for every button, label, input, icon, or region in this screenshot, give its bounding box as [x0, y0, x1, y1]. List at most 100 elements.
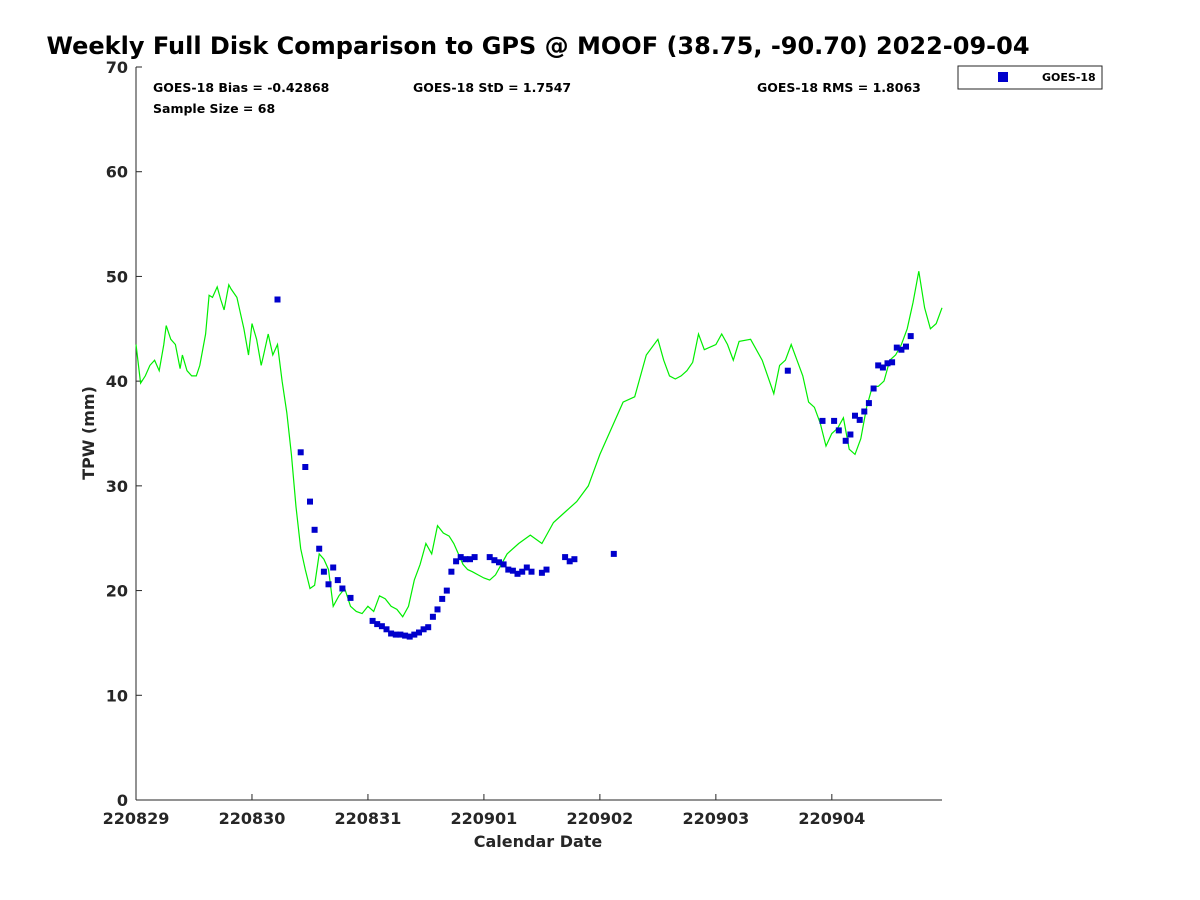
legend-marker-goes18 — [998, 72, 1008, 82]
goes18-data-point — [339, 585, 346, 592]
goes18-data-point — [311, 526, 318, 533]
goes18-data-point — [500, 561, 507, 568]
goes18-data-point — [610, 550, 617, 557]
y-tick-label: 20 — [106, 582, 128, 601]
goes18-data-point — [374, 621, 381, 628]
goes18-data-point — [388, 630, 395, 637]
goes18-data-point — [519, 568, 526, 575]
x-tick-label: 220831 — [335, 809, 402, 828]
goes18-data-point — [434, 606, 441, 613]
y-tick-label: 10 — [106, 686, 128, 705]
x-tick-label: 220903 — [682, 809, 749, 828]
goes18-data-point — [302, 464, 309, 470]
goes18-data-point — [514, 570, 521, 577]
goes18-data-point — [889, 359, 896, 366]
goes18-data-point — [467, 556, 473, 563]
goes18-data-point — [571, 556, 578, 563]
goes18-data-point — [870, 385, 877, 392]
rms-stat: GOES-18 RMS = 1.8063 — [757, 80, 921, 95]
goes18-data-point — [448, 568, 455, 575]
y-tick-label: 50 — [106, 267, 128, 286]
goes18-data-point — [369, 617, 376, 624]
goes18-data-point — [831, 417, 838, 424]
goes18-data-point — [893, 344, 900, 351]
x-tick-label: 220902 — [566, 809, 633, 828]
goes18-data-point — [847, 431, 854, 438]
goes18-data-point — [429, 613, 436, 620]
y-tick-label: 30 — [106, 477, 128, 496]
goes18-data-point — [443, 587, 450, 594]
goes18-data-point — [297, 449, 304, 456]
y-tick-label: 70 — [106, 58, 128, 77]
goes18-data-point — [491, 557, 498, 564]
goes18-data-point — [819, 417, 826, 424]
y-axis-label: TPW (mm) — [79, 386, 98, 480]
goes18-data-point — [462, 556, 469, 563]
goes18-data-point — [505, 566, 512, 573]
goes18-data-point — [383, 626, 390, 633]
goes18-data-point — [562, 554, 569, 561]
goes18-data-point — [523, 564, 530, 571]
goes18-data-point — [879, 364, 886, 371]
chart-title: Weekly Full Disk Comparison to GPS @ MOO… — [46, 32, 1029, 60]
goes18-data-point — [378, 623, 385, 630]
goes18-data-point — [898, 346, 905, 353]
goes18-data-point — [861, 408, 868, 415]
goes18-data-point — [471, 554, 478, 561]
goes18-data-point — [334, 577, 341, 584]
y-tick-label: 60 — [106, 163, 128, 182]
goes18-data-point — [402, 632, 409, 639]
goes18-data-point — [411, 631, 418, 638]
goes18-data-point — [852, 412, 858, 419]
x-tick-label: 220904 — [798, 809, 865, 828]
x-axis-label: Calendar Date — [474, 832, 603, 851]
x-tick-label: 220829 — [103, 809, 170, 828]
goes18-data-point — [538, 569, 545, 576]
goes18-data-point — [566, 558, 573, 565]
goes18-data-point — [543, 566, 550, 573]
goes18-data-point — [784, 367, 791, 374]
goes18-data-point — [884, 360, 891, 367]
goes18-data-point — [347, 594, 354, 601]
bias-stat: GOES-18 Bias = -0.42868 — [153, 80, 329, 95]
y-ticks: 0 10 20 30 40 50 60 70 — [106, 58, 142, 810]
goes18-data-point — [316, 545, 323, 552]
goes18-data-point — [486, 554, 493, 561]
legend: GOES-18 — [957, 65, 1103, 90]
goes18-data-point — [865, 400, 872, 407]
x-tick-label: 220830 — [219, 809, 286, 828]
goes18-data-point — [425, 624, 432, 631]
goes18-data-point — [509, 567, 516, 574]
goes18-data-point — [842, 437, 849, 444]
goes18-data-point — [274, 296, 281, 303]
gps-series-line — [135, 271, 943, 618]
goes18-data-point — [392, 631, 399, 638]
goes18-data-point — [835, 427, 842, 434]
goes18-data-point — [907, 333, 914, 340]
goes18-data-point — [330, 564, 337, 571]
goes18-data-point — [856, 416, 863, 423]
goes18-data-point — [406, 633, 413, 640]
y-tick-label: 40 — [106, 372, 128, 391]
x-ticks: 220829 220830 220831 220901 220902 220903 2209… — [103, 794, 865, 828]
axes — [135, 67, 942, 801]
goes18-data-point — [875, 362, 882, 369]
goes18-data-point — [439, 595, 446, 602]
legend-label-goes18: GOES-18 — [1042, 71, 1096, 84]
goes18-data-point — [325, 581, 332, 588]
std-stat: GOES-18 StD = 1.7547 — [413, 80, 571, 95]
goes18-data-point — [420, 626, 427, 633]
goes18-data-point — [416, 629, 422, 636]
y-tick-label: 0 — [117, 791, 128, 810]
goes18-data-point — [903, 343, 909, 350]
plot-area — [135, 271, 943, 640]
legend-box — [957, 65, 1103, 90]
goes18-data-point — [397, 631, 404, 638]
goes18-data-point — [453, 558, 460, 565]
sample-size-stat: Sample Size = 68 — [153, 101, 275, 116]
goes18-data-point — [307, 498, 313, 505]
goes18-data-point — [320, 568, 327, 575]
goes18-data-point — [457, 554, 464, 561]
